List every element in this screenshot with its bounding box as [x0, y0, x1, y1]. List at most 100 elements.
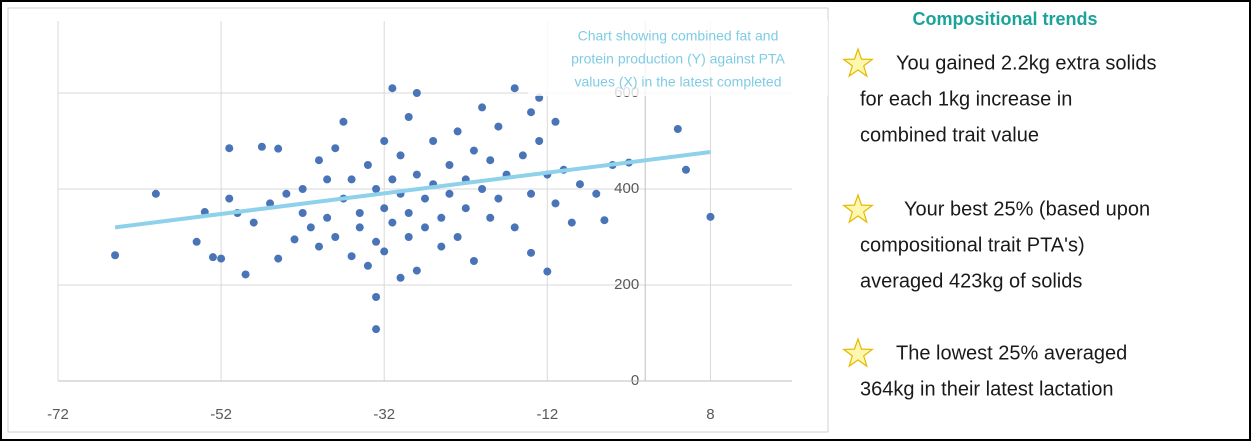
- point: [372, 325, 381, 334]
- title-box: [528, 20, 828, 96]
- point: [257, 142, 266, 151]
- point: [380, 204, 389, 213]
- point: [151, 189, 160, 198]
- y-tick-label: 400: [614, 180, 639, 197]
- point: [527, 189, 536, 198]
- point: [421, 223, 429, 232]
- point: [274, 144, 283, 153]
- star-icon: [841, 47, 875, 78]
- point: [274, 254, 283, 263]
- side-panel: Compositional trends You gained 2.2kg ext…: [841, 9, 1157, 400]
- panel-text: compositional trait PTA's): [860, 234, 1085, 256]
- point: [543, 267, 552, 276]
- point: [592, 189, 601, 198]
- panel-heading: Compositional trends: [912, 9, 1097, 29]
- point: [412, 170, 421, 179]
- point: [453, 127, 462, 136]
- point: [469, 146, 478, 155]
- point: [510, 223, 519, 232]
- point: [388, 84, 397, 93]
- chart-title: values (X) in the latest completed: [575, 74, 782, 90]
- point: [551, 117, 560, 126]
- point: [331, 144, 340, 153]
- point: [347, 175, 356, 184]
- point: [225, 194, 234, 203]
- point: [567, 218, 576, 227]
- panel-text: for each 1kg increase in: [860, 88, 1072, 110]
- point: [412, 89, 421, 97]
- point: [404, 233, 413, 241]
- point: [404, 113, 413, 121]
- point: [706, 212, 715, 221]
- point: [469, 257, 478, 265]
- point: [355, 209, 364, 217]
- point: [527, 248, 536, 257]
- point: [314, 242, 323, 251]
- panel-text: Your best 25% (based upon: [904, 198, 1150, 220]
- point: [111, 251, 120, 260]
- point: [208, 253, 217, 262]
- y-tick-label: 0: [631, 372, 639, 389]
- x-tick-label: -32: [373, 406, 395, 423]
- point: [412, 266, 421, 275]
- point: [306, 223, 315, 232]
- point: [363, 261, 372, 270]
- point: [372, 185, 381, 193]
- point: [266, 199, 275, 208]
- point: [363, 161, 372, 169]
- point: [388, 175, 397, 184]
- point: [445, 189, 454, 198]
- trendline: [114, 150, 711, 230]
- point: [331, 233, 340, 241]
- point: [461, 204, 470, 213]
- point: [421, 194, 429, 203]
- panel-text: averaged 423kg of solids: [860, 270, 1082, 292]
- point: [396, 273, 405, 282]
- point: [380, 137, 389, 145]
- point: [298, 209, 307, 217]
- point: [298, 185, 307, 193]
- point: [478, 103, 487, 112]
- point: [388, 218, 397, 227]
- point: [445, 161, 454, 169]
- point: [404, 209, 413, 217]
- point: [429, 137, 438, 145]
- point: [217, 254, 226, 263]
- point: [478, 185, 487, 193]
- point: [681, 165, 690, 174]
- star-icon: [841, 337, 875, 368]
- point: [323, 175, 332, 184]
- chart-title: Chart showing combined fat and: [578, 28, 779, 44]
- point: [437, 213, 446, 222]
- point: [339, 117, 348, 126]
- point: [494, 194, 503, 203]
- x-tick-label: -12: [536, 406, 558, 423]
- point: [575, 180, 584, 189]
- point: [323, 213, 332, 222]
- y-tick-label: 200: [614, 276, 639, 293]
- point: [551, 199, 560, 208]
- point: [486, 156, 495, 165]
- panel-text: combined trait value: [860, 124, 1039, 146]
- x-tick-label: -72: [47, 406, 69, 423]
- point: [347, 252, 356, 261]
- point: [396, 151, 405, 160]
- point: [673, 125, 682, 133]
- panel-text: The lowest 25% averaged: [896, 342, 1127, 364]
- x-tick-label: 8: [706, 406, 714, 423]
- point: [437, 242, 446, 251]
- point: [290, 235, 299, 244]
- point: [372, 293, 381, 301]
- point: [518, 151, 527, 160]
- point: [380, 247, 389, 256]
- point: [494, 122, 503, 131]
- point: [355, 223, 364, 232]
- point: [453, 233, 462, 241]
- panel-text: 364kg in their latest lactation: [860, 378, 1114, 400]
- point: [249, 218, 258, 227]
- point: [192, 237, 201, 246]
